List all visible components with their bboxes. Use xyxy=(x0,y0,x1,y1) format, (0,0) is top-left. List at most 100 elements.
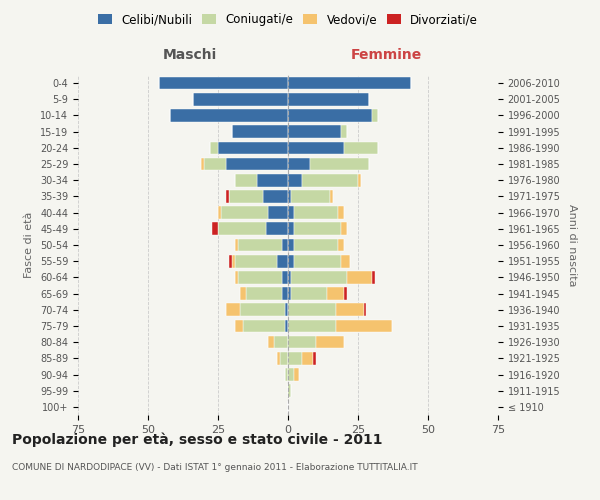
Bar xyxy=(293,206,338,219)
Bar xyxy=(288,126,341,138)
Bar xyxy=(293,368,299,381)
Bar xyxy=(285,368,288,381)
Y-axis label: Anni di nascita: Anni di nascita xyxy=(567,204,577,286)
Bar xyxy=(313,352,316,364)
Bar xyxy=(293,238,338,252)
Bar xyxy=(288,384,291,397)
Bar xyxy=(302,174,358,186)
Bar xyxy=(235,271,238,283)
Bar xyxy=(288,336,316,348)
Bar xyxy=(274,336,288,348)
Bar xyxy=(335,320,392,332)
Bar xyxy=(268,206,288,219)
Bar xyxy=(229,255,232,268)
Bar xyxy=(288,271,291,283)
Bar xyxy=(338,206,344,219)
Bar xyxy=(285,320,288,332)
Bar xyxy=(288,190,291,202)
Bar xyxy=(341,222,347,235)
Bar xyxy=(235,174,257,186)
Text: COMUNE DI NARDODIPACE (VV) - Dati ISTAT 1° gennaio 2011 - Elaborazione TUTTITALI: COMUNE DI NARDODIPACE (VV) - Dati ISTAT … xyxy=(12,462,418,471)
Bar xyxy=(285,304,288,316)
Bar xyxy=(316,336,344,348)
Bar xyxy=(288,206,293,219)
Bar xyxy=(347,271,372,283)
Bar xyxy=(193,93,288,106)
Bar xyxy=(221,206,268,219)
Bar xyxy=(288,158,310,170)
Legend: Celibi/Nubili, Coniugati/e, Vedovi/e, Divorziati/e: Celibi/Nubili, Coniugati/e, Vedovi/e, Di… xyxy=(93,8,483,31)
Bar xyxy=(212,222,218,235)
Bar xyxy=(288,77,411,90)
Text: Femmine: Femmine xyxy=(350,48,422,62)
Bar xyxy=(358,174,361,186)
Bar xyxy=(330,190,333,202)
Bar xyxy=(241,288,246,300)
Bar xyxy=(293,255,341,268)
Bar xyxy=(257,174,288,186)
Bar xyxy=(341,126,347,138)
Bar xyxy=(283,271,288,283)
Bar xyxy=(159,77,288,90)
Bar xyxy=(372,271,375,283)
Bar xyxy=(170,109,288,122)
Bar xyxy=(338,238,344,252)
Bar xyxy=(288,109,372,122)
Bar xyxy=(288,352,302,364)
Bar xyxy=(291,271,347,283)
Bar xyxy=(226,158,288,170)
Bar xyxy=(288,304,335,316)
Bar xyxy=(235,238,238,252)
Bar xyxy=(226,190,229,202)
Bar xyxy=(310,158,369,170)
Bar xyxy=(229,190,263,202)
Bar xyxy=(291,190,330,202)
Bar xyxy=(209,142,218,154)
Bar xyxy=(235,255,277,268)
Bar xyxy=(364,304,367,316)
Bar xyxy=(243,320,285,332)
Bar xyxy=(246,288,283,300)
Bar xyxy=(288,368,293,381)
Bar xyxy=(341,255,350,268)
Bar xyxy=(238,271,283,283)
Bar xyxy=(327,288,344,300)
Bar xyxy=(266,222,288,235)
Bar xyxy=(288,255,293,268)
Bar xyxy=(288,142,344,154)
Bar xyxy=(302,352,313,364)
Bar xyxy=(293,222,341,235)
Bar xyxy=(335,304,364,316)
Bar xyxy=(218,222,266,235)
Bar xyxy=(344,142,377,154)
Bar xyxy=(280,352,288,364)
Bar xyxy=(372,109,377,122)
Bar xyxy=(232,126,288,138)
Bar xyxy=(283,288,288,300)
Bar xyxy=(263,190,288,202)
Bar xyxy=(344,288,347,300)
Text: Maschi: Maschi xyxy=(163,48,217,62)
Bar xyxy=(288,288,291,300)
Bar xyxy=(235,320,243,332)
Bar xyxy=(288,93,369,106)
Bar xyxy=(204,158,226,170)
Bar xyxy=(218,142,288,154)
Bar xyxy=(288,222,293,235)
Bar xyxy=(283,238,288,252)
Bar xyxy=(201,158,204,170)
Text: Popolazione per età, sesso e stato civile - 2011: Popolazione per età, sesso e stato civil… xyxy=(12,432,383,447)
Bar xyxy=(241,304,285,316)
Bar xyxy=(277,255,288,268)
Bar xyxy=(268,336,274,348)
Bar xyxy=(238,238,283,252)
Bar xyxy=(232,255,235,268)
Bar xyxy=(277,352,280,364)
Bar xyxy=(291,288,327,300)
Y-axis label: Fasce di età: Fasce di età xyxy=(25,212,34,278)
Bar xyxy=(288,320,335,332)
Bar xyxy=(226,304,241,316)
Bar xyxy=(288,174,302,186)
Bar xyxy=(218,206,221,219)
Bar xyxy=(288,238,293,252)
